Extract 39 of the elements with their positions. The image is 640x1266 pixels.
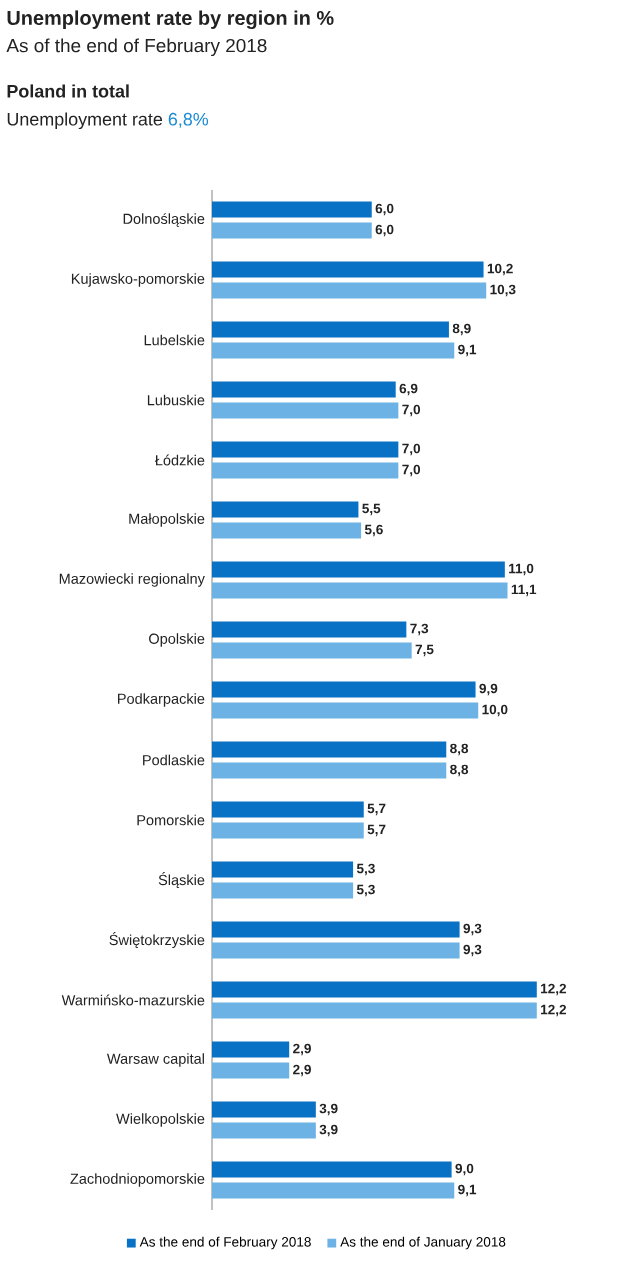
bar [212, 582, 508, 599]
text: Poland in total [7, 84, 129, 98]
bar [212, 681, 476, 698]
bar [212, 321, 449, 338]
bar [212, 981, 537, 998]
bar [212, 822, 364, 839]
bar [212, 462, 399, 479]
bar [212, 342, 455, 359]
bar [212, 801, 364, 818]
bar [212, 1182, 455, 1199]
bar [212, 282, 487, 299]
bar [212, 621, 407, 638]
bar [212, 642, 412, 659]
chart-subtitle: As of the end of February 2018 [6, 38, 267, 57]
bar [212, 861, 354, 878]
bar [212, 561, 505, 578]
bar [212, 1161, 452, 1178]
bar [212, 702, 479, 719]
bar [212, 762, 447, 779]
bar [212, 921, 460, 938]
bar [212, 501, 359, 518]
bar [212, 381, 396, 398]
bar [212, 261, 484, 278]
bar [212, 942, 460, 959]
bar [212, 402, 399, 419]
bar [212, 522, 362, 539]
bar [212, 201, 372, 218]
bar [212, 441, 399, 458]
chart-title: Unemployment rate by region in % [7, 10, 334, 30]
bar [212, 222, 372, 239]
bar [212, 1101, 316, 1118]
text: 6,8% [168, 112, 209, 128]
bar [212, 1002, 537, 1019]
bar [212, 1041, 290, 1058]
bar [212, 741, 447, 758]
bar [212, 882, 354, 899]
bar [212, 1062, 290, 1079]
bar [212, 1122, 316, 1139]
text: Unemployment rate [7, 112, 163, 130]
